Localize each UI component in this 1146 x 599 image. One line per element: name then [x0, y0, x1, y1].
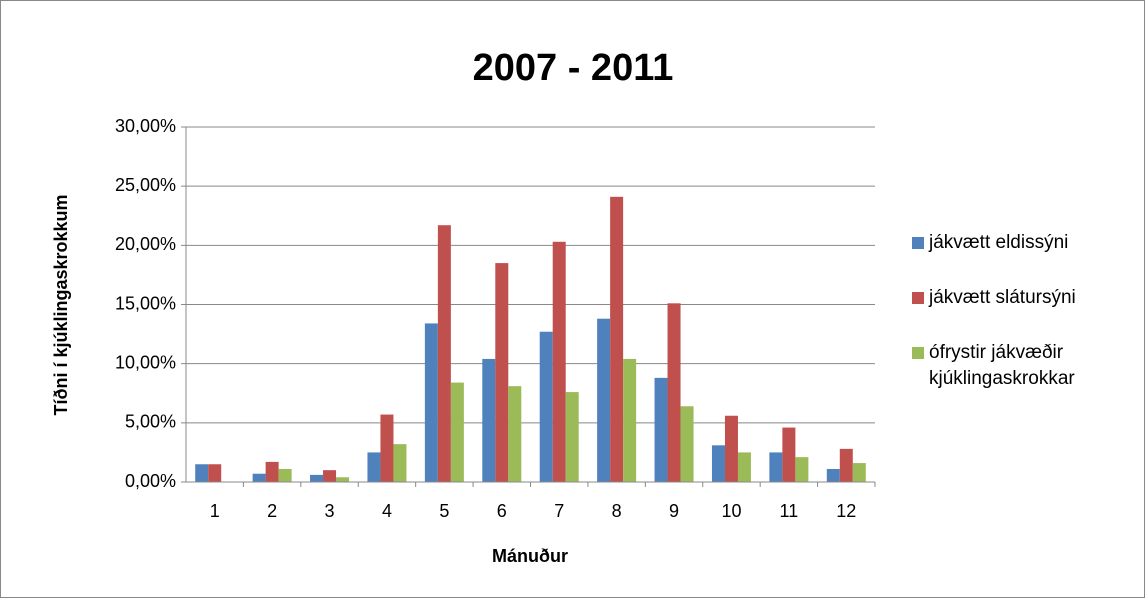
bar: [539, 331, 553, 482]
y-tick-label: 10,00%: [115, 352, 176, 372]
y-tick-label: 30,00%: [115, 116, 176, 136]
bar: [424, 323, 438, 482]
bar: [252, 473, 266, 482]
bar: [310, 474, 324, 482]
x-axis-label: Mánuður: [492, 546, 568, 566]
bar: [724, 415, 738, 482]
bar: [597, 318, 611, 482]
bar: [323, 470, 337, 482]
bar: [482, 358, 496, 482]
legend-swatch: [912, 237, 924, 249]
bar: [508, 386, 522, 482]
chart-title: 2007 - 2011: [473, 47, 674, 89]
y-tick-label: 0,00%: [125, 471, 176, 491]
x-tick-label: 1: [210, 501, 220, 521]
x-tick-label: 9: [669, 501, 679, 521]
bar: [852, 463, 866, 482]
y-tick-label: 15,00%: [115, 293, 176, 313]
bar: [367, 452, 381, 482]
legend-item: jákvætt eldissýni: [912, 230, 1132, 256]
bar: [623, 358, 637, 482]
bar: [839, 448, 853, 482]
bar: [680, 406, 694, 482]
bar: [610, 196, 624, 483]
bar: [495, 263, 509, 482]
bar: [208, 464, 222, 482]
bar: [437, 225, 451, 482]
bar: [565, 392, 579, 482]
bar: [393, 444, 407, 482]
bar: [552, 241, 566, 482]
y-tick-label: 20,00%: [115, 234, 176, 254]
x-tick-label: 5: [439, 501, 449, 521]
bar: [795, 457, 809, 482]
bar: [195, 464, 209, 482]
x-tick-label: 3: [325, 501, 335, 521]
x-tick-label: 6: [497, 501, 507, 521]
bar: [450, 382, 464, 482]
y-tick-label: 5,00%: [125, 412, 176, 432]
bar: [278, 468, 292, 482]
legend-swatch: [912, 347, 924, 359]
bar: [336, 477, 350, 482]
bar: [265, 461, 279, 482]
x-tick-label: 4: [382, 501, 392, 521]
legend-item: ófrystir jákvæðir kjúklingaskrokkar: [912, 340, 1132, 392]
legend-item: jákvætt slátursýni: [912, 285, 1132, 311]
bar: [654, 377, 668, 482]
x-tick-label: 10: [721, 501, 741, 521]
legend-swatch: [912, 292, 924, 304]
x-tick-label: 8: [612, 501, 622, 521]
bar: [711, 445, 725, 482]
bar: [667, 303, 681, 482]
x-tick-label: 11: [780, 501, 799, 521]
x-tick-label: 12: [836, 501, 856, 521]
x-tick-label: 2: [267, 501, 277, 521]
legend: jákvætt eldissýni jákvætt slátursýni ófrys…: [912, 230, 1132, 421]
bar: [380, 414, 394, 482]
bar: [769, 452, 783, 482]
y-tick-label: 25,00%: [115, 175, 176, 195]
bar: [737, 452, 751, 482]
legend-label: jákvætt eldissýni: [929, 232, 1069, 253]
bar: [826, 468, 840, 482]
legend-label: ófrystir jákvæðir kjúklingaskrokkar: [929, 342, 1075, 389]
legend-label: jákvætt slátursýni: [929, 287, 1076, 308]
x-tick-label: 7: [554, 501, 564, 521]
y-axis-label: Tíðni í kjúklingaskrokkum: [51, 194, 71, 415]
bar: [782, 427, 796, 482]
